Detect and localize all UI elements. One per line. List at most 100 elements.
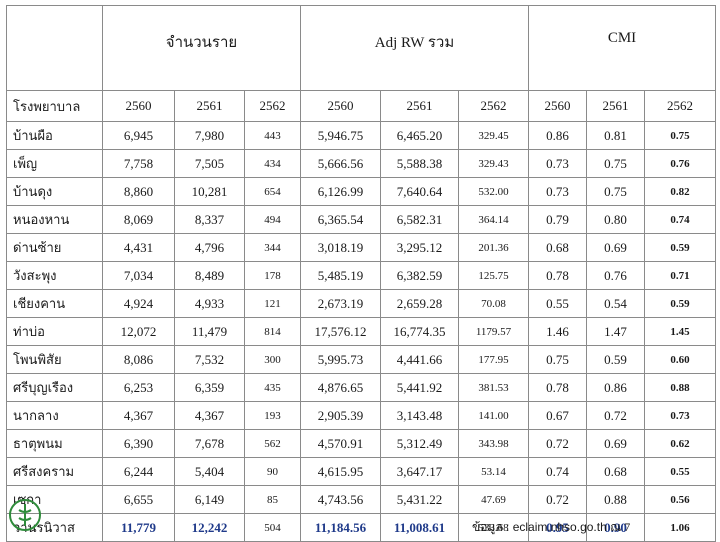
header-year: 2562 xyxy=(644,90,716,122)
rw-2562: 364.14 xyxy=(458,205,529,234)
cases-2562: 344 xyxy=(244,233,301,262)
cmi-2562: 1.06 xyxy=(644,513,716,542)
table-row: โพนพิสัย 8,086 7,532 300 5,995.73 4,441.66 177… xyxy=(6,345,716,374)
rw-2561: 4,441.66 xyxy=(380,345,459,374)
header-year: 2561 xyxy=(586,90,645,122)
rw-2560: 4,743.56 xyxy=(300,485,381,514)
rw-2560: 5,485.19 xyxy=(300,261,381,290)
cmi-2562: 0.75 xyxy=(644,121,716,150)
header-row-groups: จำนวนราย Adj RW รวม CMI xyxy=(6,5,716,91)
table-row: เชียงคาน 4,924 4,933 121 2,673.19 2,659.28 70.… xyxy=(6,289,716,318)
cmi-2561: 0.68 xyxy=(586,457,645,486)
header-blank-cell xyxy=(6,5,103,91)
cmi-2560: 0.75 xyxy=(528,345,587,374)
table-row: วานรนิวาส 11,779 12,242 504 11,184.56 11,008.… xyxy=(6,513,716,542)
cmi-2562: 0.88 xyxy=(644,373,716,402)
cmi-2561: 0.59 xyxy=(586,345,645,374)
rw-2561: 6,382.59 xyxy=(380,261,459,290)
cases-2560: 6,945 xyxy=(102,121,175,150)
cmi-2561: 0.90 xyxy=(586,513,645,542)
cases-2562: 300 xyxy=(244,345,301,374)
cmi-2561: 0.72 xyxy=(586,401,645,430)
header-year: 2562 xyxy=(458,90,529,122)
cases-2560: 6,655 xyxy=(102,485,175,514)
rw-2560: 4,876.65 xyxy=(300,373,381,402)
cmi-2562: 1.45 xyxy=(644,317,716,346)
cmi-2560: 0.74 xyxy=(528,457,587,486)
cmi-2560: 0.86 xyxy=(528,121,587,150)
cmi-2561: 0.75 xyxy=(586,149,645,178)
cases-2562: 85 xyxy=(244,485,301,514)
hospital-name: วังสะพุง xyxy=(6,261,103,290)
cases-2561: 7,532 xyxy=(174,345,245,374)
hospital-name: เชียงคาน xyxy=(6,289,103,318)
cases-2562: 435 xyxy=(244,373,301,402)
table-row: ศรีสงคราม 6,244 5,404 90 4,615.95 3,647.17 53.… xyxy=(6,457,716,486)
rw-2561: 11,008.61 xyxy=(380,513,459,542)
cases-2560: 6,390 xyxy=(102,429,175,458)
table-row: เซกา 6,655 6,149 85 4,743.56 5,431.22 47.69 0.7… xyxy=(6,485,716,514)
cmi-2562: 0.73 xyxy=(644,401,716,430)
cmi-2561: 0.54 xyxy=(586,289,645,318)
rw-2560: 2,905.39 xyxy=(300,401,381,430)
cmi-2561: 0.80 xyxy=(586,205,645,234)
cmi-2560: 0.67 xyxy=(528,401,587,430)
cases-2560: 7,758 xyxy=(102,149,175,178)
header-year: 2560 xyxy=(102,90,175,122)
header-group-rw: Adj RW รวม xyxy=(300,5,529,91)
header-year: 2561 xyxy=(380,90,459,122)
rw-2562: 125.75 xyxy=(458,261,529,290)
rw-2560: 3,018.19 xyxy=(300,233,381,262)
cmi-2560: 0.95 xyxy=(528,513,587,542)
table-row: นากลาง 4,367 4,367 193 2,905.39 3,143.48 141.0… xyxy=(6,401,716,430)
cases-2562: 504 xyxy=(244,513,301,542)
rw-2562: 329.45 xyxy=(458,121,529,150)
cases-2561: 7,505 xyxy=(174,149,245,178)
header-row-years: โรงพยาบาล 2560 2561 2562 2560 2561 2562 … xyxy=(6,90,716,122)
cmi-2560: 1.46 xyxy=(528,317,587,346)
cmi-2560: 0.78 xyxy=(528,373,587,402)
cases-2561: 6,149 xyxy=(174,485,245,514)
rw-2562: 53.14 xyxy=(458,457,529,486)
hospital-name: เพ็ญ xyxy=(6,149,103,178)
cases-2561: 5,404 xyxy=(174,457,245,486)
rw-2562: 532.00 xyxy=(458,177,529,206)
cmi-2560: 0.55 xyxy=(528,289,587,318)
cases-2560: 8,860 xyxy=(102,177,175,206)
header-group-cmi: CMI xyxy=(528,5,716,91)
cases-2560: 4,431 xyxy=(102,233,175,262)
cases-2560: 11,779 xyxy=(102,513,175,542)
hospital-name: ศรีบุญเรือง xyxy=(6,373,103,402)
cases-2562: 121 xyxy=(244,289,301,318)
source-label: ข้อมูล xyxy=(472,520,503,534)
cmi-2561: 0.69 xyxy=(586,429,645,458)
cmi-2562: 0.76 xyxy=(644,149,716,178)
rw-2560: 17,576.12 xyxy=(300,317,381,346)
cases-2560: 12,072 xyxy=(102,317,175,346)
header-year: 2560 xyxy=(300,90,381,122)
cases-2561: 12,242 xyxy=(174,513,245,542)
cases-2561: 10,281 xyxy=(174,177,245,206)
cmi-2561: 0.75 xyxy=(586,177,645,206)
cases-2561: 6,359 xyxy=(174,373,245,402)
rw-2560: 11,184.56 xyxy=(300,513,381,542)
cmi-2562: 0.59 xyxy=(644,233,716,262)
cmi-2561: 0.88 xyxy=(586,485,645,514)
rw-2560: 2,673.19 xyxy=(300,289,381,318)
table-row: วังสะพุง 7,034 8,489 178 5,485.19 6,382.59 125… xyxy=(6,261,716,290)
hospital-name: ด่านซ้าย xyxy=(6,233,103,262)
cmi-2561: 1.47 xyxy=(586,317,645,346)
rw-2561: 5,588.38 xyxy=(380,149,459,178)
header-year: 2560 xyxy=(528,90,587,122)
rw-2562: 329.43 xyxy=(458,149,529,178)
cmi-2561: 0.81 xyxy=(586,121,645,150)
cases-2562: 443 xyxy=(244,121,301,150)
hospital-name: โพนพิสัย xyxy=(6,345,103,374)
table-row: ศรีบุญเรือง 6,253 6,359 435 4,876.65 5,441.92… xyxy=(6,373,716,402)
rw-2562: 177.95 xyxy=(458,345,529,374)
table-row: บ้านดุง 8,860 10,281 654 6,126.99 7,640.64 532… xyxy=(6,177,716,206)
table-row: ธาตุพนม 6,390 7,678 562 4,570.91 5,312.49 343.… xyxy=(6,429,716,458)
rw-2562: 47.69 xyxy=(458,485,529,514)
cases-2562: 193 xyxy=(244,401,301,430)
rw-2561: 3,647.17 xyxy=(380,457,459,486)
